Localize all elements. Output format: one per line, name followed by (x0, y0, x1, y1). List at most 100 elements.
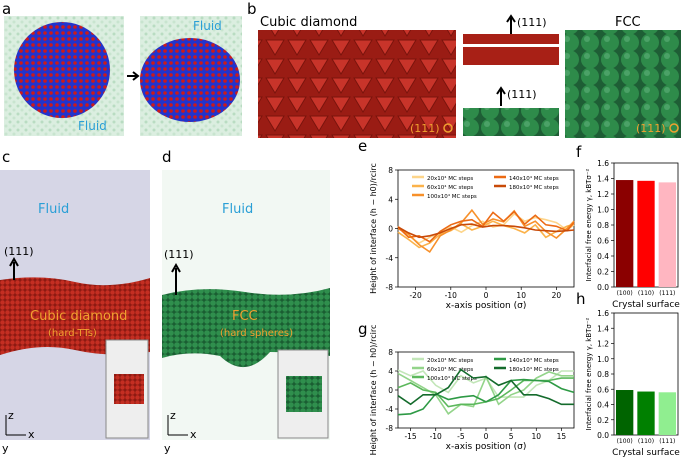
cubic-diamond-slab (0, 277, 150, 355)
bar-(100) (616, 390, 634, 435)
x-tick-label: -15 (404, 432, 416, 441)
x-tick-label: (110) (638, 438, 654, 445)
cubic-diamond-side-layer (463, 34, 559, 44)
chart-h: h 0.0 0.2 0.4 0.6 0.8 1.0 1.2 1.4 1.6 Interfacial … (576, 290, 680, 457)
chart-e: e -8 -4 0 4 8 Height of interface (h − h0)/rci… (358, 137, 575, 311)
y-axis-label: Height of interface (h − h0)/rcirc (369, 325, 378, 456)
y-tick-label: -8 (386, 424, 394, 433)
crystal-label-d: FCC (232, 309, 258, 324)
x-tick-label: -5 (457, 432, 465, 441)
fcc-side-layers (463, 108, 559, 136)
particle-label-c: (hard-TTs) (48, 328, 97, 339)
y-tick-label: 0.0 (597, 283, 609, 292)
x-tick-label: -10 (445, 291, 457, 300)
direction-arrow-icon (496, 86, 506, 106)
crystal-label-c: Cubic diamond (30, 309, 127, 324)
panel-label-e: e (358, 137, 367, 155)
x-axis-label: x-axis position (σ) (446, 442, 527, 452)
panel-label-d: d (162, 148, 172, 166)
x-tick-label: -20 (409, 291, 421, 300)
y-tick-label: -4 (386, 405, 394, 414)
facet-label-right: (111) (636, 122, 666, 135)
series-line (397, 210, 575, 243)
series-line (397, 368, 574, 406)
y-tick-label: 1.4 (597, 324, 609, 333)
series-line (397, 223, 575, 239)
x-axis-label: Crystal surface (612, 448, 680, 457)
axis-z-d: z (170, 409, 176, 422)
panel-a: a Fluid Fluid (2, 0, 242, 136)
x-tick-label: (110) (638, 290, 654, 297)
panel-label-c: c (2, 148, 10, 166)
legend-entry: 20x10⁴ MC steps (427, 175, 473, 182)
y-tick-label: 1.6 (597, 309, 609, 318)
panel-label-h: h (576, 290, 586, 308)
x-tick-label: (100) (617, 438, 633, 445)
x-tick-label: (111) (659, 290, 675, 297)
direction-label-bottom: (111) (507, 88, 537, 101)
legend-entry: 100x10⁴ MC steps (427, 193, 477, 200)
y-tick-label: 0 (388, 225, 393, 234)
y-tick-label: 0.6 (597, 385, 609, 394)
y-tick-label: 0 (388, 386, 393, 395)
out-of-plane-icon (443, 123, 453, 133)
panel-c: c Fluid (111) Cubic diamond (hard-TTs) z… (0, 148, 150, 455)
bar-(111) (658, 182, 676, 287)
bar-(110) (637, 180, 655, 287)
x-axis-label: x-axis position (σ) (446, 301, 527, 311)
axis-y-d: y (164, 442, 171, 455)
series-line (397, 378, 575, 416)
x-tick-label: -10 (430, 432, 442, 441)
charts: e -8 -4 0 4 8 Height of interface (h − h0)/rci… (358, 137, 680, 457)
direction-label-d: (111) (164, 248, 194, 261)
inset-slab-c (114, 374, 144, 404)
fcc-title: FCC (615, 15, 641, 30)
inset-slab-d (286, 376, 322, 412)
cubic-diamond-side-layer (463, 47, 559, 65)
direction-label-c: (111) (4, 245, 34, 258)
axes-triad-icon (5, 415, 26, 436)
direction-arrow-icon (171, 262, 181, 295)
chart-f: f 0.0 0.2 0.4 0.6 0.8 1.0 1.2 1.4 1.6 Interfacial … (576, 143, 680, 310)
legend-entry: 180x10⁴ MC steps (509, 366, 559, 373)
series-line (397, 208, 575, 254)
y-tick-label: 1.0 (597, 355, 609, 364)
x-tick-label: (100) (617, 290, 633, 297)
legend-entry: 60x10⁴ MC steps (427, 184, 473, 191)
y-tick-label: 1.4 (597, 175, 609, 184)
fluid-label-a-left: Fluid (78, 119, 107, 133)
y-tick-label: -8 (386, 283, 394, 292)
axes-triad-icon (167, 415, 188, 436)
arrow-icon (127, 71, 140, 81)
legend-entry: 180x10⁴ MC steps (509, 184, 559, 191)
fluid-label-a-right: Fluid (193, 19, 222, 33)
legend-entry: 140x10⁴ MC steps (509, 357, 559, 364)
grown-crystal-cluster (140, 38, 240, 122)
y-tick-label: 4 (388, 367, 393, 376)
y-tick-label: 1.2 (597, 190, 609, 199)
legend-entry: 140x10⁴ MC steps (509, 175, 559, 182)
bar-(110) (637, 391, 655, 435)
cubic-diamond-title: Cubic diamond (260, 15, 357, 30)
facet-label-left: (111) (410, 122, 440, 135)
chart-g: g -8 -4 0 4 8 Height of interface (h − h0)/rci… (358, 320, 575, 456)
fluid-label-c: Fluid (38, 202, 69, 217)
axis-z-c: z (8, 409, 14, 422)
direction-arrow-icon (9, 256, 19, 280)
y-tick-label: 4 (388, 195, 393, 204)
x-tick-label: 20 (552, 291, 562, 300)
y-tick-label: 0.2 (597, 268, 609, 277)
y-tick-label: 8 (388, 348, 393, 357)
x-tick-label: 5 (509, 432, 514, 441)
panel-d: d Fluid (111) FCC (hard spheres) z x y (162, 148, 330, 455)
x-axis-label: Crystal surface (612, 300, 680, 310)
x-tick-label: 0 (484, 432, 489, 441)
series-line (397, 220, 575, 249)
y-tick-label: 1.2 (597, 340, 609, 349)
y-tick-label: 0.0 (597, 431, 609, 440)
y-tick-label: 1.0 (597, 206, 609, 215)
axis-y-c: y (2, 442, 9, 455)
x-tick-label: 0 (484, 291, 489, 300)
